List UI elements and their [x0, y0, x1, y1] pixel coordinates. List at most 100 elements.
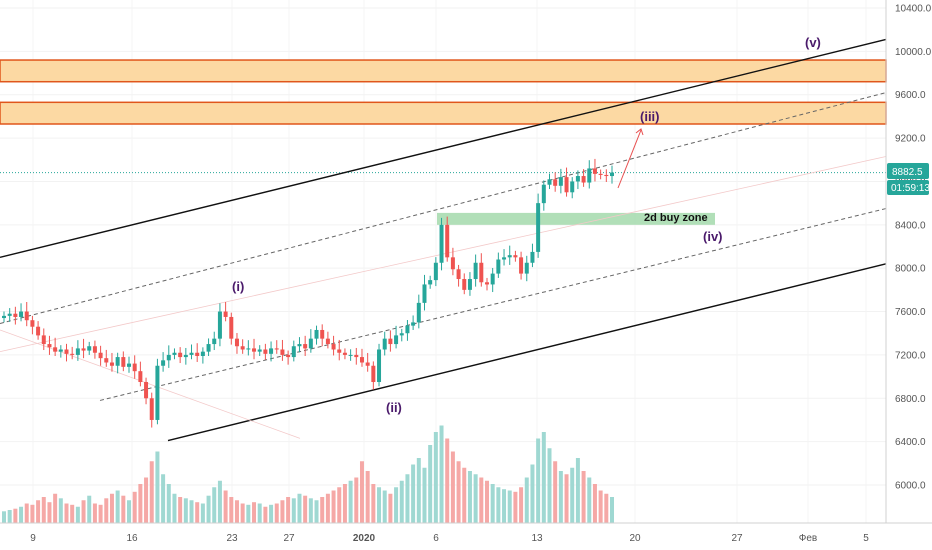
- volume-bar: [519, 487, 524, 523]
- volume-bar: [541, 432, 546, 523]
- candle-body: [121, 357, 126, 367]
- candles: [2, 158, 614, 428]
- volume-bar: [200, 503, 205, 523]
- candle-body: [212, 338, 217, 345]
- x-tick-label: Фев: [799, 533, 817, 544]
- volume-bar: [320, 497, 325, 523]
- candle-body: [445, 224, 450, 258]
- candle-body: [416, 302, 421, 323]
- timer-badge: [887, 180, 929, 195]
- x-tick-label: 20: [629, 533, 641, 544]
- candle-body: [467, 279, 472, 290]
- volume-bar: [58, 498, 63, 523]
- candle-body: [564, 177, 569, 193]
- candle-body: [530, 251, 535, 263]
- volume-bar: [138, 484, 143, 523]
- candle-body: [502, 257, 507, 260]
- candle-body: [280, 349, 285, 355]
- volume-bar: [166, 484, 171, 523]
- candle-body: [206, 344, 211, 352]
- zones: [0, 59, 887, 225]
- volume-bar: [280, 500, 285, 523]
- candle-body: [354, 354, 359, 358]
- candle-body: [286, 354, 291, 358]
- candle-body: [144, 382, 149, 399]
- channel-line: [99, 208, 887, 401]
- volume-bar: [36, 500, 41, 523]
- volume-bar: [604, 493, 609, 523]
- volume-bar: [428, 445, 433, 523]
- volume-bar: [274, 503, 279, 523]
- x-tick-label: 2020: [353, 533, 376, 544]
- volume-bar: [240, 503, 245, 523]
- volume-bar: [394, 487, 399, 523]
- candle-body: [411, 322, 416, 326]
- arrow-head: [635, 128, 644, 136]
- volume-bar: [127, 500, 132, 523]
- candle-body: [484, 282, 489, 285]
- candle-body: [320, 329, 325, 339]
- candle-body: [433, 262, 438, 281]
- y-tick-label: 9600.0: [895, 90, 926, 101]
- trend-line: [0, 329, 301, 439]
- candle-body: [479, 262, 484, 283]
- volume-bar: [405, 474, 410, 523]
- projection-arrow: [617, 129, 642, 189]
- volume-bar: [47, 502, 52, 523]
- volume-bar: [371, 484, 376, 523]
- candle-body: [81, 348, 86, 351]
- candle-body: [98, 352, 103, 359]
- candle-body: [428, 280, 433, 285]
- candle-body: [365, 362, 370, 366]
- buy-zone-label: 2d buy zone: [644, 212, 708, 224]
- candle-body: [252, 348, 257, 352]
- volume-bar: [598, 490, 603, 523]
- candle-body: [75, 348, 80, 355]
- resistance-zone: [0, 59, 887, 83]
- y-tick-label: 8400.0: [895, 220, 926, 231]
- volume-bar: [530, 464, 535, 523]
- candle-body: [178, 352, 183, 358]
- candle-body: [234, 338, 239, 347]
- volume-bar: [348, 480, 353, 523]
- candle-body: [570, 181, 575, 193]
- candle-body: [496, 259, 501, 274]
- y-tick-label: 6400.0: [895, 437, 926, 448]
- candle-body: [138, 371, 143, 383]
- volume-bar: [354, 477, 359, 523]
- candle-body: [41, 335, 46, 345]
- volume-bar: [467, 471, 472, 523]
- price-badge: [887, 163, 929, 179]
- volume-bar: [2, 511, 6, 523]
- volume-bar: [581, 471, 586, 523]
- y-tick-label: 7200.0: [895, 350, 926, 361]
- candle-body: [377, 349, 382, 383]
- volume-bar: [462, 467, 467, 523]
- price-axis[interactable]: 10400.010000.09600.09200.08800.08400.080…: [895, 4, 932, 492]
- candle-body: [223, 311, 228, 317]
- candle-body: [269, 348, 274, 354]
- candle-body: [53, 347, 58, 352]
- volume-bar: [263, 506, 268, 523]
- candle-body: [297, 344, 302, 347]
- candle-body: [13, 313, 18, 317]
- candle-body: [388, 338, 393, 345]
- volume-bar: [144, 477, 149, 523]
- candle-body: [161, 360, 166, 366]
- volume-bar: [7, 510, 12, 523]
- volume-bar: [217, 480, 222, 523]
- volume-bar: [149, 461, 154, 523]
- candle-body: [195, 352, 200, 356]
- x-tick-label: 23: [226, 533, 238, 544]
- volume-bar: [183, 498, 188, 523]
- volume-bar: [433, 432, 438, 523]
- time-axis[interactable]: 9 16 23 27 2020 6 13 20 27 Фев 5: [30, 533, 869, 544]
- candle-body: [64, 349, 69, 354]
- volume-bar: [570, 467, 575, 523]
- timer-badge-label: 01:59:13: [891, 183, 930, 194]
- volume-bar: [13, 508, 18, 523]
- volume-bar: [558, 471, 563, 523]
- volume-bar: [610, 497, 614, 523]
- volume-bar: [484, 480, 489, 523]
